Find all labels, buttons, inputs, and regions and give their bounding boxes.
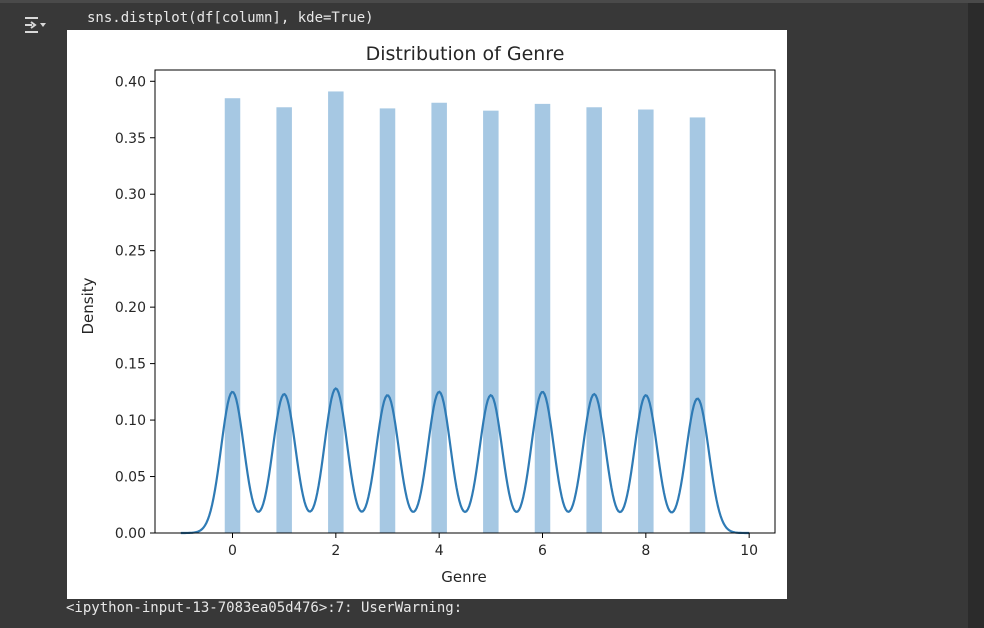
- y-tick-label: 0.00: [115, 526, 146, 542]
- x-tick-label: 0: [228, 543, 237, 559]
- distribution-chart: Distribution of Genre 0 2 4 6 8 10 0.000.050.…: [79, 43, 776, 586]
- right-gutter: [968, 3, 984, 628]
- x-tick-label: 8: [641, 543, 650, 559]
- y-ticks: 0.00 0.05 0.10 0.15 0.20 0.25 0.30 0.35 0.40: [115, 74, 155, 542]
- code-line[interactable]: sns.distplot(df[column], kde=True): [87, 10, 374, 26]
- histogram-bar: [586, 107, 602, 533]
- y-axis-label: Density: [79, 277, 97, 334]
- output-toggle-glyph: [25, 17, 46, 33]
- y-tick-label: 0.40: [115, 74, 146, 90]
- histogram-bar: [689, 117, 706, 534]
- y-tick-label: 0.35: [115, 131, 146, 147]
- x-tick-label: 10: [740, 543, 758, 559]
- histogram-bar: [328, 91, 344, 533]
- x-ticks: 0 2 4 6 8 10: [228, 533, 758, 559]
- warning-text: <ipython-input-13-7083ea05d476>:7: UserW…: [66, 600, 463, 616]
- y-tick-label: 0.05: [115, 470, 146, 486]
- cell-top-border: [0, 0, 984, 3]
- x-tick-label: 6: [538, 543, 547, 559]
- y-tick-label: 0.10: [115, 413, 146, 429]
- y-tick-label: 0.20: [115, 300, 146, 316]
- cell-gutter: [0, 3, 66, 628]
- plot-output: Distribution of Genre 0 2 4 6 8 10 0.00 0.05 0.…: [67, 30, 787, 599]
- y-tick-label: 0.25: [115, 244, 146, 260]
- histogram-bar: [276, 107, 292, 533]
- histogram-bar: [483, 110, 499, 533]
- histogram-bar: [379, 108, 396, 534]
- histogram-bar: [638, 109, 654, 534]
- axes-frame: [154, 69, 776, 534]
- histogram-bar: [431, 102, 447, 533]
- x-tick-label: 2: [331, 543, 340, 559]
- x-axis-label: Genre: [441, 568, 486, 586]
- chart-title: Distribution of Genre: [366, 43, 565, 65]
- kde-line: [180, 387, 750, 535]
- y-tick-label: 0.30: [115, 187, 146, 203]
- histogram-bar: [224, 98, 241, 534]
- x-tick-label: 4: [435, 543, 444, 559]
- histogram-bar: [534, 103, 551, 533]
- histogram-bars: [224, 91, 706, 534]
- output-toggle-icon[interactable]: [20, 12, 50, 38]
- y-tick-label: 0.15: [115, 357, 146, 373]
